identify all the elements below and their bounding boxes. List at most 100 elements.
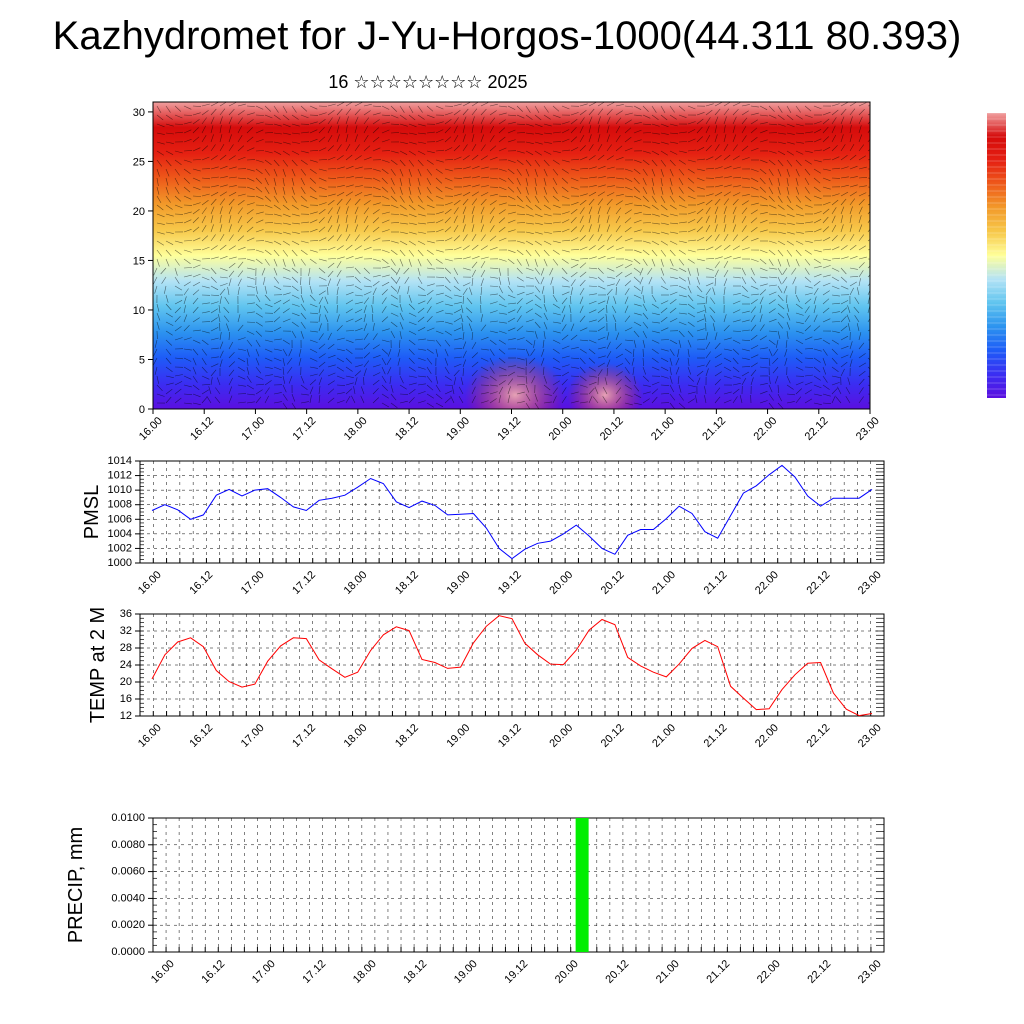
wind-barb [759,267,768,272]
wind-barb [777,240,786,246]
wind-barb [264,285,267,294]
wind-barb [372,177,381,182]
wind-barb [309,138,318,143]
wind-barb [210,256,219,260]
wind-barb [318,136,326,143]
wind-barb [453,337,462,341]
wind-barb [858,224,863,233]
wind-barb [219,215,222,224]
wind-barb [741,371,750,377]
wind-barb [804,195,812,202]
wind-barb [273,123,282,127]
wind-barb [264,114,273,119]
wind-barb [354,102,363,107]
wind-barb [840,198,847,206]
wind-barb [714,363,723,368]
wind-barb [408,168,412,177]
wind-barb [215,387,221,395]
wind-barb [579,366,586,374]
wind-barb [615,157,624,161]
wind-barb [804,398,813,404]
wind-barb [183,114,193,116]
wind-barb [192,217,199,224]
wind-barb [210,363,219,368]
wind-barb [237,357,246,363]
y-tick-label: 1002 [108,542,132,554]
wind-barb [723,391,732,395]
wind-barb [165,396,172,404]
wind-barb [318,105,328,107]
wind-barb [552,221,561,224]
wind-barb [282,132,291,135]
wind-barb [624,147,633,152]
wind-barb [795,303,803,309]
wind-barb [336,176,345,179]
wind-barb [853,306,860,314]
wind-barb [723,206,727,215]
wind-barb [854,297,860,305]
wind-barb [849,165,858,170]
wind-barb [822,186,831,190]
wind-barb [426,366,432,374]
wind-barb [372,379,380,386]
wind-barb [723,260,729,269]
wind-barb [498,330,507,334]
wind-barb [498,357,506,364]
wind-barb [669,231,678,234]
wind-barb [552,204,561,208]
wind-barb [615,379,622,386]
wind-barb [219,143,225,152]
wind-barb [174,267,178,276]
wind-barb [408,186,412,195]
wind-barb [632,366,635,375]
wind-barb [318,127,325,134]
wind-barb [336,125,340,134]
wind-barb [849,215,852,224]
wind-barb [309,294,316,302]
wind-barb [255,357,260,366]
wind-barb [363,207,370,215]
wind-barb [840,155,848,161]
wind-barb [642,249,650,256]
wind-barb [867,186,870,188]
wind-barb [840,245,848,251]
wind-barb [741,194,750,197]
x-tick-label: 17.12 [290,569,318,597]
wind-barb [183,195,192,200]
wind-barb [327,199,335,206]
wind-barb [381,402,390,408]
wind-barb [642,398,650,404]
wind-barb [795,168,800,177]
wind-barb [561,371,570,377]
wind-barb [228,256,237,260]
wind-barb [345,143,351,152]
wind-barb [381,297,387,305]
wind-barb [460,314,464,323]
wind-barb [534,330,538,339]
wind-barb [534,276,540,284]
wind-barb [309,121,318,125]
wind-barb [732,276,741,279]
wind-barb [408,240,416,246]
wind-barb [435,149,445,152]
wind-barb [228,270,235,278]
wind-barb [471,134,475,143]
wind-barb [570,391,579,395]
wind-barb [327,156,336,161]
wind-barb [570,208,578,215]
wind-barb [300,204,309,209]
wind-barb [552,312,561,316]
wind-barb [660,231,669,235]
wind-barb [678,221,687,224]
x-tick-label: 18.12 [401,958,429,986]
wind-barb [633,312,642,316]
wind-barb [759,114,768,117]
wind-barb [336,314,340,323]
wind-barb [849,125,852,134]
wind-barb [759,204,769,207]
wind-barb [570,375,580,377]
wind-barb [750,285,759,290]
wind-barb [847,323,851,332]
wind-barb [327,225,333,233]
wind-barb [246,136,254,143]
